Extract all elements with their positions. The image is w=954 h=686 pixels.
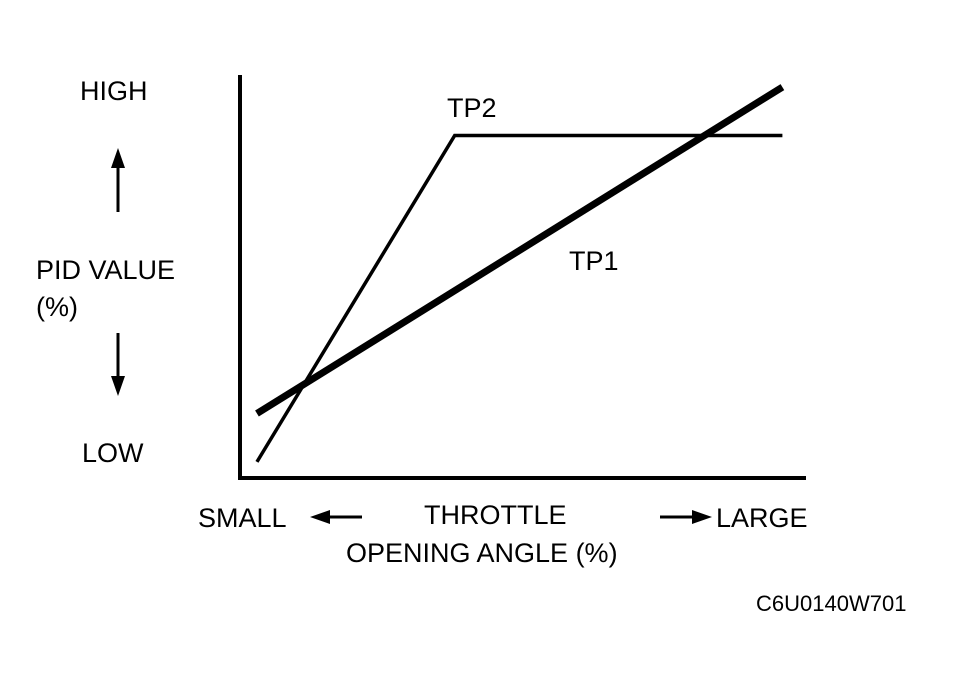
x-axis-title-line2: OPENING ANGLE (%) [346, 538, 618, 568]
y-axis-title: PID VALUE [36, 255, 176, 285]
arrow-right-icon [660, 510, 712, 524]
arrow-up-icon [111, 148, 125, 212]
x-axis-title-line1: THROTTLE [424, 500, 567, 530]
y-label-high: HIGH [80, 76, 148, 106]
x-label-small: SMALL [198, 503, 287, 533]
x-label-large: LARGE [716, 503, 808, 533]
y-label-low: LOW [82, 438, 144, 468]
series-line-tp2 [255, 133, 783, 463]
series-label-tp1: TP1 [569, 246, 619, 276]
arrow-left-icon [310, 510, 362, 524]
y-axis-unit: (%) [36, 292, 78, 322]
arrow-down-icon [111, 333, 125, 396]
series-line-tp1 [255, 84, 785, 417]
series-label-tp2: TP2 [447, 93, 497, 123]
figure-code: C6U0140W701 [756, 591, 907, 616]
